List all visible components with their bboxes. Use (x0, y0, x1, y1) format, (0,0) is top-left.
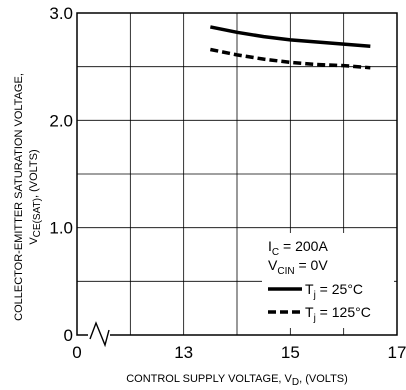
y-tick-labels: 0 1.0 2.0 3.0 (49, 4, 73, 345)
legend-condition-ic: IC = 200A (268, 238, 328, 258)
legend: IC = 200A VCIN = 0V Tj = 25°C Tj = 125°C (262, 233, 394, 328)
legend-label-125c: Tj = 125°C (305, 304, 371, 324)
series-lines (209, 25, 371, 70)
y-tick-label: 1.0 (49, 219, 73, 238)
y-tick-label: 2.0 (49, 111, 73, 130)
y-tick-label: 0 (64, 326, 73, 345)
x-axis-label: CONTROL SUPPLY VOLTAGE, VD, (VOLTS) (126, 373, 348, 388)
y-axis-label: COLLECTOR-EMITTER SATURATION VOLTAGE, VC… (13, 73, 43, 321)
x-tick-label: 17 (388, 343, 406, 362)
axis-break-mark (88, 321, 110, 348)
series-line-25c (209, 25, 371, 49)
legend-condition-vcin: VCIN = 0V (268, 257, 328, 277)
legend-label-25c: Tj = 25°C (305, 281, 363, 301)
plot-frame (76, 12, 398, 336)
y-axis-label-line1: COLLECTOR-EMITTER SATURATION VOLTAGE, (13, 73, 25, 321)
y-tick-label: 3.0 (49, 4, 73, 23)
x-tick-label: 15 (281, 343, 300, 362)
series-line-125c (209, 47, 371, 70)
x-tick-label: 13 (174, 343, 193, 362)
x-tick-label: 0 (72, 343, 81, 362)
y-axis-label-line2: VCE(SAT), (VOLTS) (28, 149, 43, 244)
x-tick-labels: 0 13 15 17 (72, 343, 406, 362)
